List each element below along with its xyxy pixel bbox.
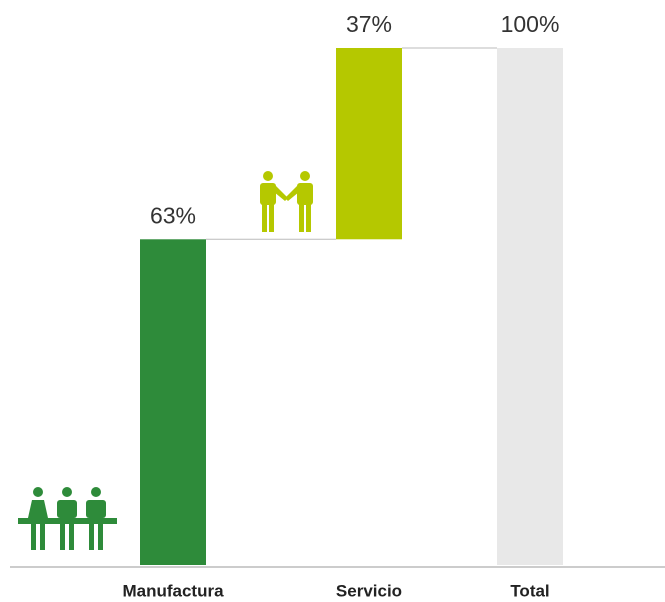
bar [497,48,563,565]
value-label: 63% [150,202,196,228]
bar [336,48,402,240]
category-label: Manufactura [122,581,224,600]
value-label: 100% [501,11,560,37]
value-label: 37% [346,11,392,37]
category-label: Servicio [336,581,402,600]
handshake-icon [260,171,313,232]
people-icon [18,487,117,550]
category-label: Total [510,581,549,600]
bar [140,239,206,566]
